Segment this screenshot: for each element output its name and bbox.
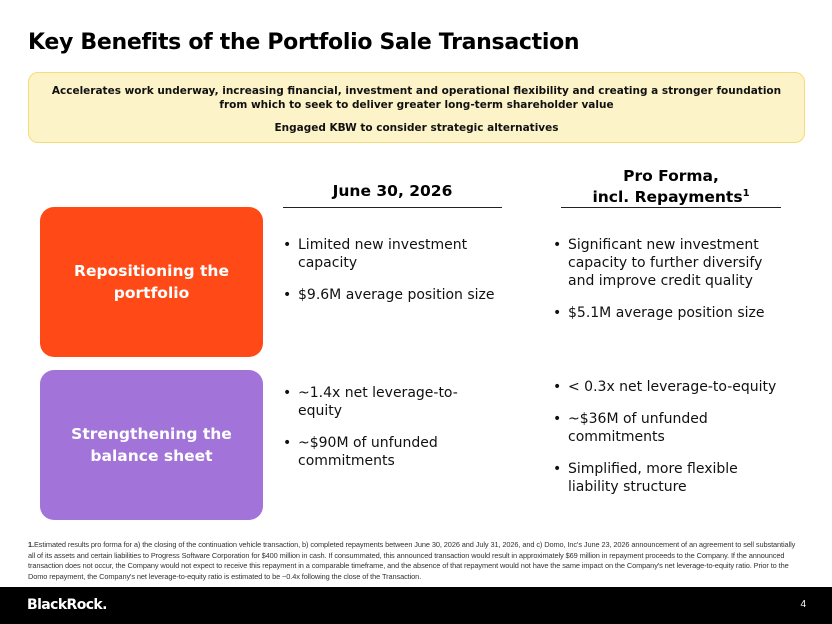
footnote-number: 1.: [28, 540, 34, 549]
row-label-text: Strengthening the balance sheet: [71, 425, 232, 465]
blackrock-logo: BlackRock.: [27, 597, 107, 613]
pro-forma-line-1: Pro Forma,: [623, 167, 719, 185]
row-label-text: Repositioning the portfolio: [74, 262, 229, 302]
row-label-balance-sheet: Strengthening the balance sheet: [40, 370, 263, 520]
list-item: ~$90M of unfunded commitments: [283, 434, 498, 470]
list-item: $9.6M average position size: [283, 286, 498, 304]
list-item: ~1.4x net leverage-to-equity: [283, 384, 498, 420]
page-number: 4: [800, 599, 806, 610]
column-rule-pro-forma: [561, 207, 781, 208]
pro-forma-line-2: incl. Repayments: [592, 188, 743, 206]
summary-banner: Accelerates work underway, increasing fi…: [28, 72, 805, 143]
list-item: Limited new investment capacity: [283, 236, 498, 272]
banner-line-1: Accelerates work underway, increasing fi…: [51, 85, 782, 111]
column-header-pro-forma: Pro Forma, incl. Repayments1: [561, 166, 781, 208]
footer-bar: BlackRock. 4: [0, 587, 832, 624]
column-header-current: June 30, 2026: [332, 182, 453, 200]
footnote-marker: 1: [742, 187, 750, 199]
list-item: ~$36M of unfunded commitments: [553, 410, 785, 446]
list-item: Significant new investment capacity to f…: [553, 236, 785, 290]
list-item: $5.1M average position size: [553, 304, 785, 322]
repositioning-current-list: Limited new investment capacity $9.6M av…: [283, 236, 498, 318]
page-title: Key Benefits of the Portfolio Sale Trans…: [28, 30, 580, 55]
list-item: Simplified, more flexible liability stru…: [553, 460, 785, 496]
footnote: 1.Estimated results pro forma for a) the…: [28, 540, 804, 582]
balance-sheet-pro-forma-list: < 0.3x net leverage-to-equity ~$36M of u…: [553, 378, 785, 510]
list-item: < 0.3x net leverage-to-equity: [553, 378, 785, 396]
column-rule-current: [283, 207, 502, 208]
repositioning-pro-forma-list: Significant new investment capacity to f…: [553, 236, 785, 336]
balance-sheet-current-list: ~1.4x net leverage-to-equity ~$90M of un…: [283, 384, 498, 484]
row-label-repositioning: Repositioning the portfolio: [40, 207, 263, 357]
banner-line-2: Engaged KBW to consider strategic altern…: [274, 122, 559, 134]
footnote-text: Estimated results pro forma for a) the c…: [28, 540, 796, 581]
